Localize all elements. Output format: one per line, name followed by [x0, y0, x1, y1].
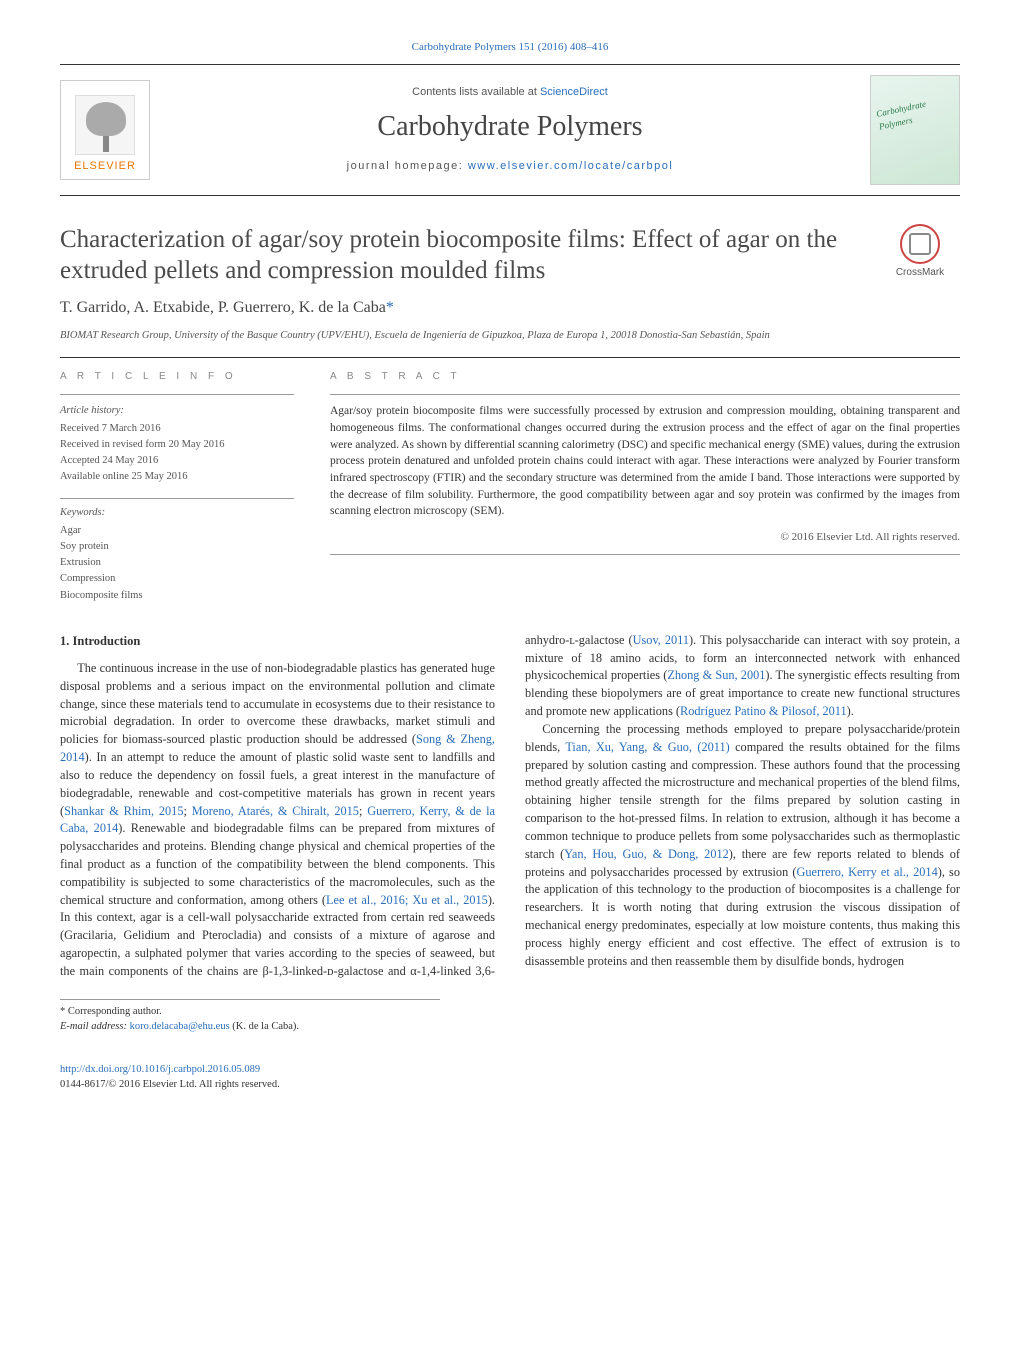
contents-line: Contents lists available at ScienceDirec… [150, 85, 870, 101]
corresponding-author-block: * Corresponding author. E-mail address: … [60, 999, 440, 1034]
article-info-heading: A R T I C L E I N F O [60, 370, 294, 385]
history-label: Article history: [60, 403, 294, 418]
homepage-link[interactable]: www.elsevier.com/locate/carbpol [468, 160, 673, 172]
article-title: Characterization of agar/soy protein bio… [60, 224, 860, 287]
citation-ref[interactable]: Guerrero, Kerry et al., 2014 [796, 865, 937, 879]
email-label: E-mail address: [60, 1021, 130, 1032]
homepage-line: journal homepage: www.elsevier.com/locat… [150, 159, 870, 175]
journal-cover: Carbohydrate Polymers [870, 75, 960, 185]
history-item: Received 7 March 2016 [60, 421, 294, 436]
issn-copyright: 0144-8617/© 2016 Elsevier Ltd. All right… [60, 1077, 960, 1092]
history-list: Received 7 March 2016 Received in revise… [60, 421, 294, 485]
intro-paragraph-2: Concerning the processing methods employ… [525, 721, 960, 971]
citation-ref[interactable]: Tian, Xu, Yang, & Guo, (2011) [565, 740, 729, 754]
info-divider [60, 394, 294, 395]
history-item: Available online 25 May 2016 [60, 469, 294, 484]
t: ). [847, 704, 854, 718]
corresponding-marker: * [386, 299, 394, 316]
abstract-bottom-divider [330, 554, 960, 555]
crossmark-icon [900, 224, 940, 264]
citation-ref[interactable]: Shankar & Rhim, 2015 [64, 804, 183, 818]
publisher-logo: ELSEVIER [60, 80, 150, 180]
t: ; [359, 804, 367, 818]
t: ; [183, 804, 191, 818]
abstract-divider [330, 394, 960, 395]
publisher-logo-label: ELSEVIER [74, 159, 136, 175]
journal-name: Carbohydrate Polymers [150, 107, 870, 148]
history-item: Accepted 24 May 2016 [60, 453, 294, 468]
t: compared the results obtained for the fi… [525, 740, 960, 861]
keyword-item: Agar [60, 523, 294, 538]
journal-cover-title: Carbohydrate Polymers [875, 92, 955, 133]
article-info-block: A R T I C L E I N F O Article history: R… [60, 370, 294, 604]
keyword-item: Extrusion [60, 555, 294, 570]
section-heading-intro: 1. Introduction [60, 632, 495, 650]
citation-ref[interactable]: Lee et al., 2016; Xu et al., 2015 [326, 893, 488, 907]
keywords-divider [60, 498, 294, 499]
doi-link[interactable]: http://dx.doi.org/10.1016/j.carbpol.2016… [60, 1064, 260, 1075]
sciencedirect-link[interactable]: ScienceDirect [540, 86, 608, 98]
keyword-item: Soy protein [60, 539, 294, 554]
meta-divider-top [60, 357, 960, 358]
elsevier-tree-icon [75, 95, 135, 155]
abstract-copyright: © 2016 Elsevier Ltd. All rights reserved… [330, 530, 960, 546]
abstract-heading: A B S T R A C T [330, 370, 960, 385]
header-center: Contents lists available at ScienceDirec… [150, 85, 870, 175]
keyword-item: Compression [60, 571, 294, 586]
running-citation: Carbohydrate Polymers 151 (2016) 408–416 [60, 40, 960, 56]
authors-line: T. Garrido, A. Etxabide, P. Guerrero, K.… [60, 296, 960, 319]
t: ), so the application of this technology… [525, 865, 960, 968]
citation-ref[interactable]: Zhong & Sun, 2001 [667, 668, 765, 682]
history-item: Received in revised form 20 May 2016 [60, 437, 294, 452]
citation-ref[interactable]: Usov, 2011 [633, 633, 689, 647]
citation-ref[interactable]: Yan, Hou, Guo, & Dong, 2012 [564, 847, 728, 861]
body-text: 1. Introduction The continuous increase … [60, 632, 960, 981]
citation-ref[interactable]: Moreno, Atarés, & Chiralt, 2015 [192, 804, 359, 818]
abstract-block: A B S T R A C T Agar/soy protein biocomp… [330, 370, 960, 604]
keywords-list: Agar Soy protein Extrusion Compression B… [60, 523, 294, 603]
journal-header: ELSEVIER Contents lists available at Sci… [60, 64, 960, 196]
homepage-prefix: journal homepage: [347, 160, 468, 172]
email-name: (K. de la Caba). [230, 1021, 299, 1032]
citation-ref[interactable]: Rodríguez Patino & Pilosof, 2011 [680, 704, 847, 718]
corresponding-email-link[interactable]: koro.delacaba@ehu.eus [130, 1021, 230, 1032]
contents-prefix: Contents lists available at [412, 86, 540, 98]
abstract-text: Agar/soy protein biocomposite films were… [330, 403, 960, 520]
corr-label: * Corresponding author. [60, 1004, 440, 1019]
crossmark-label: CrossMark [896, 266, 944, 281]
keyword-item: Biocomposite films [60, 588, 294, 603]
keywords-label: Keywords: [60, 505, 294, 520]
authors-names: T. Garrido, A. Etxabide, P. Guerrero, K.… [60, 299, 386, 316]
doi-block: http://dx.doi.org/10.1016/j.carbpol.2016… [60, 1062, 960, 1092]
affiliation: BIOMAT Research Group, University of the… [60, 328, 960, 343]
crossmark-badge[interactable]: CrossMark [880, 224, 960, 281]
